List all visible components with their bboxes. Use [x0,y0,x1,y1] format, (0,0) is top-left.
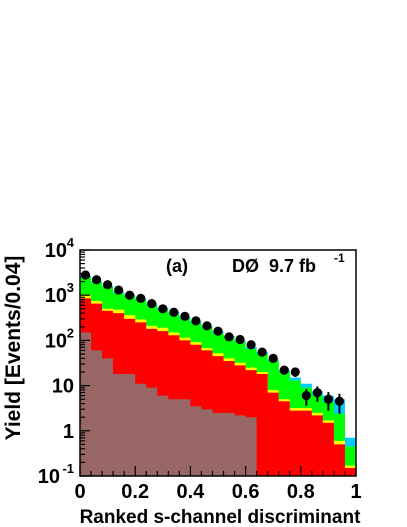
y-tick-base: 10 [45,330,67,352]
data-point [334,396,345,406]
x-axis: 0 0.2 0.4 0.6 0.8 1 [74,466,362,503]
experiment-label: DØ [232,256,259,276]
data-point [290,367,300,377]
data-point [323,394,333,404]
y-tick-label: 10 [52,376,74,398]
data-point [169,307,179,317]
y-tick-exponent: 3 [67,280,74,295]
x-tick-label: 0 [74,481,85,503]
data-point [268,353,278,363]
panel-label: (a) [166,256,188,276]
data-point [224,332,234,342]
y-tick-base: 10 [45,240,67,262]
data-point [301,391,311,401]
stack-series-0 [80,332,356,476]
data-point [103,280,113,290]
data-point [125,290,135,300]
data-point [235,334,245,345]
plot-frame [79,249,357,477]
data-points [80,270,345,414]
data-point [246,340,256,350]
data-point [158,304,168,314]
x-axis-title: Ranked s-channel discriminant [80,507,362,527]
y-tick-exponent: -1 [62,461,74,476]
data-point [91,275,102,285]
data-point [147,299,157,309]
x-tick-label: 1 [350,481,361,503]
data-point [257,347,267,357]
data-point [202,321,212,331]
y-tick-exponent: 2 [67,325,74,340]
y-axis-title: Yield [Events/0.04] [2,256,25,441]
y-tick-base: 10 [45,285,67,307]
x-tick-label: 0.8 [287,481,315,503]
x-tick-label: 0.2 [121,481,149,503]
data-point [114,285,124,295]
data-point [180,311,190,321]
y-tick-base: 10 [38,466,60,488]
x-tick-label: 0.6 [232,481,260,503]
data-point [312,388,322,398]
y-tick-exponent: 4 [67,235,75,250]
x-tick-label: 0.4 [176,481,205,503]
data-point [80,270,91,280]
stacked-histograms [80,275,356,476]
data-point [136,293,146,303]
data-point [191,316,201,326]
data-point [213,326,223,336]
luminosity-label: 9.7 fb [269,256,316,276]
y-tick-label: 1 [63,421,74,443]
data-point [279,365,289,375]
luminosity-exponent: -1 [334,251,345,265]
